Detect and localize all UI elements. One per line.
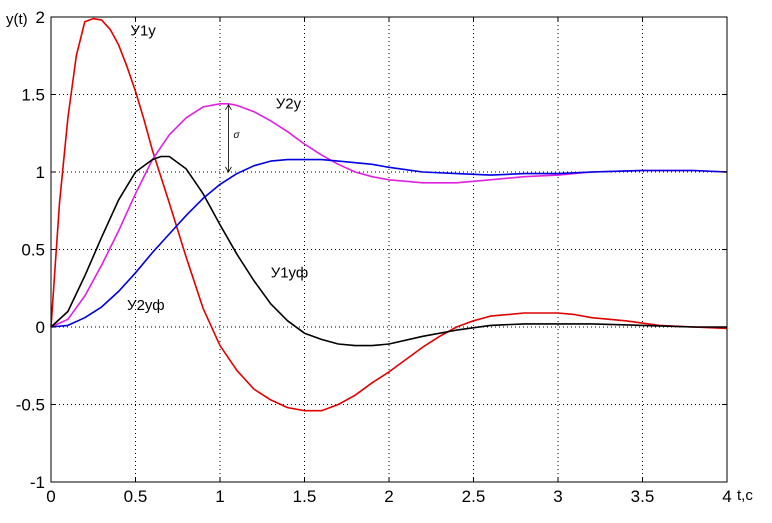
curve-label: σ <box>234 130 241 141</box>
y-tick-label: 2 <box>36 8 45 27</box>
x-axis-title: t,c <box>737 487 753 504</box>
series-line-У2у <box>50 103 728 328</box>
series-line-У2уф <box>50 158 728 328</box>
grid-lines <box>51 17 727 482</box>
curve-label: У2у <box>276 95 302 112</box>
y-tick-label: -0.5 <box>16 396 45 415</box>
annotations: У1у У2у У1уф У2уф σ <box>127 23 308 314</box>
y-tick-label: 1.5 <box>21 86 45 105</box>
x-tick-label: 1.5 <box>293 487 317 506</box>
x-tick-label: 0.5 <box>124 487 148 506</box>
y-tick-label: 0 <box>36 318 45 337</box>
curve-label: У2уф <box>127 297 165 314</box>
x-tick-label: 3 <box>553 487 562 506</box>
series-curves <box>50 17 728 412</box>
y-tick-label: -1 <box>30 473 45 492</box>
series-line-У1у <box>50 17 728 412</box>
x-tick-label: 4 <box>722 487 731 506</box>
y-tick-label: 1 <box>36 163 45 182</box>
x-tick-label: 2.5 <box>462 487 486 506</box>
overshoot-marker <box>225 104 232 173</box>
curve-label: У1уф <box>271 264 309 281</box>
x-tick-label: 0 <box>46 487 55 506</box>
y-axis-title: y(t) <box>6 11 28 28</box>
x-tick-label: 3.5 <box>631 487 655 506</box>
y-tick-label: 0.5 <box>21 241 45 260</box>
overshoot-arrow-top <box>225 104 232 111</box>
x-tick-label: 2 <box>384 487 393 506</box>
overshoot-arrow-bottom <box>225 166 232 173</box>
series-line-У1уф <box>50 155 727 347</box>
axis-ticks: 0 0.5 1 1.5 2 2.5 3 3.5 4 -1 -0.5 0 0.5 1 1.5 2 <box>16 8 732 506</box>
x-tick-label: 1 <box>215 487 224 506</box>
curve-label: У1у <box>130 23 156 40</box>
